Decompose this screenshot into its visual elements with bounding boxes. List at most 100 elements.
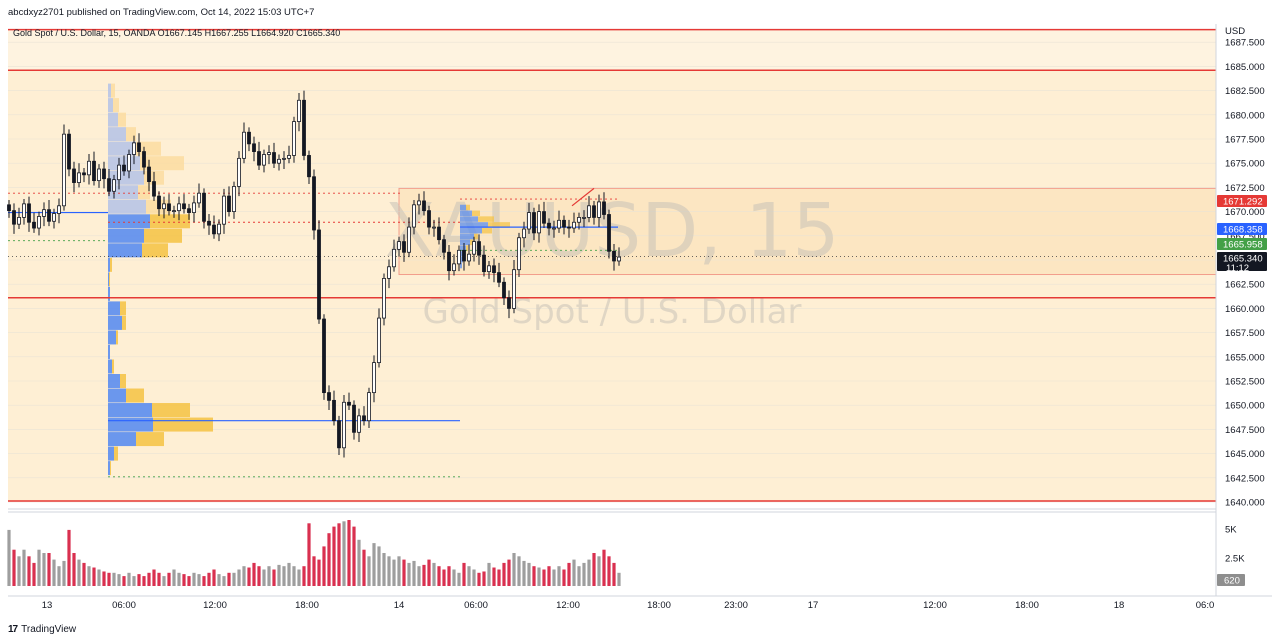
- candle-body: [222, 195, 226, 225]
- price-axis-tick: 1660.000: [1225, 304, 1265, 315]
- volume-bar: [377, 546, 381, 586]
- time-axis-tick: 18:00: [647, 600, 671, 611]
- price-label-badge[interactable]: [1217, 238, 1267, 250]
- profile-bar-delta: [111, 83, 115, 98]
- candle-body: [17, 217, 21, 225]
- volume-bar: [112, 572, 116, 586]
- price-axis-tick: 1687.500: [1225, 38, 1265, 49]
- candle-body: [312, 176, 316, 231]
- profile2-bar-delta: [478, 216, 494, 222]
- trend-line[interactable]: [571, 187, 595, 207]
- profile2-bar-volume: [460, 222, 488, 228]
- time-axis-tick: 06:00: [464, 600, 488, 611]
- candle-body: [87, 160, 91, 176]
- volume-bar: [292, 566, 296, 586]
- volume-bar: [12, 549, 16, 586]
- volume-bar: [502, 562, 506, 586]
- volume-bar: [92, 567, 96, 586]
- candle-body: [507, 297, 511, 309]
- volume-bar: [267, 566, 271, 586]
- volume-bar: [427, 559, 431, 586]
- watermark-description: Gold Spot / U.S. Dollar: [423, 292, 802, 332]
- profile-bar-delta: [110, 257, 112, 272]
- candle-body: [412, 204, 416, 228]
- candle-body: [362, 415, 366, 422]
- candle-body: [172, 210, 176, 213]
- candle-body: [397, 241, 401, 250]
- candle-body: [332, 399, 336, 422]
- candle-body: [532, 212, 536, 234]
- price-label-badge[interactable]: [1217, 195, 1267, 207]
- volume-bar: [472, 569, 476, 586]
- candle-body: [257, 151, 261, 166]
- price-label-value: 1665.340: [1223, 254, 1263, 265]
- price-axis-currency: USD: [1225, 26, 1245, 37]
- brand-name: TradingView: [21, 624, 77, 635]
- volume-bar: [182, 574, 186, 586]
- profile-bar-volume: [108, 286, 110, 301]
- candle-body: [292, 121, 296, 156]
- candle-body: [467, 253, 471, 262]
- volume-bar: [592, 553, 596, 586]
- candle-body: [287, 155, 291, 159]
- symbol-info-line[interactable]: Gold Spot / U.S. Dollar, 15, OANDA O1667…: [13, 28, 341, 38]
- candle-body: [307, 155, 311, 178]
- price-axis-tick: 1640.000: [1225, 498, 1265, 509]
- candle-body: [607, 214, 611, 252]
- candle-body: [522, 228, 526, 239]
- candle-body: [567, 226, 571, 229]
- profile2-bar-volume: [460, 239, 470, 246]
- volume-bar: [537, 567, 541, 586]
- candle-body: [217, 223, 221, 235]
- profile-bar-volume: [108, 359, 112, 374]
- volume-bar: [117, 574, 121, 586]
- price-label-badge[interactable]: [1217, 252, 1267, 271]
- candle-body: [167, 203, 171, 212]
- volume-bar: [312, 556, 316, 586]
- volume-bar: [417, 566, 421, 586]
- profile-bar-volume: [108, 141, 136, 156]
- profile-bar-delta: [153, 417, 213, 432]
- candle-body: [457, 249, 461, 265]
- candle-body: [27, 203, 31, 223]
- volume-axis[interactable]: 5K 2.5K 620: [1217, 525, 1245, 587]
- volume-bar: [287, 562, 291, 586]
- candle-body: [542, 211, 546, 224]
- candle-body: [417, 200, 421, 206]
- candle-body: [272, 152, 276, 164]
- profile2-bar-delta: [474, 233, 478, 240]
- volume-bar: [172, 569, 176, 586]
- volume-bar: [547, 566, 551, 586]
- candle-body: [177, 203, 181, 212]
- brand-footer[interactable]: 17 TradingView: [8, 624, 76, 635]
- volume-bar: [257, 566, 261, 586]
- publish-header: abcdxyz2701 published on TradingView.com…: [0, 0, 1280, 24]
- price-axis-tick: 1675.000: [1225, 159, 1265, 170]
- volume-bar: [132, 576, 136, 586]
- candle-body: [107, 178, 111, 192]
- price-label-badge[interactable]: [1217, 223, 1267, 235]
- candle-body: [102, 168, 106, 180]
- candle-body: [347, 401, 351, 406]
- price-axis-tick: 1680.000: [1225, 110, 1265, 121]
- profile-bar-delta: [120, 301, 126, 316]
- volume-bar: [322, 546, 326, 586]
- time-axis-tick: 06:0: [1196, 600, 1215, 611]
- profile-bar-volume: [108, 199, 146, 214]
- candle-body: [402, 241, 406, 253]
- candle-body: [232, 186, 236, 213]
- time-axis[interactable]: 13 06:00 12:00 18:00 14 06:00 12:00 18:00 23:00 1…: [42, 600, 1215, 611]
- volume-bar: [27, 556, 31, 586]
- volume-bar: [437, 566, 441, 586]
- volume-bar: [277, 564, 281, 586]
- price-axis-tick: 1662.500: [1225, 280, 1265, 291]
- candle-body: [32, 221, 36, 229]
- profile-bar-delta: [136, 432, 164, 447]
- profile2-bar-volume: [460, 245, 466, 251]
- volume-bar: [332, 526, 336, 586]
- volume-bar: [522, 560, 526, 586]
- profile-bar-volume: [108, 228, 144, 243]
- volume-bar: [467, 566, 471, 586]
- profile-bar-volume: [108, 170, 144, 185]
